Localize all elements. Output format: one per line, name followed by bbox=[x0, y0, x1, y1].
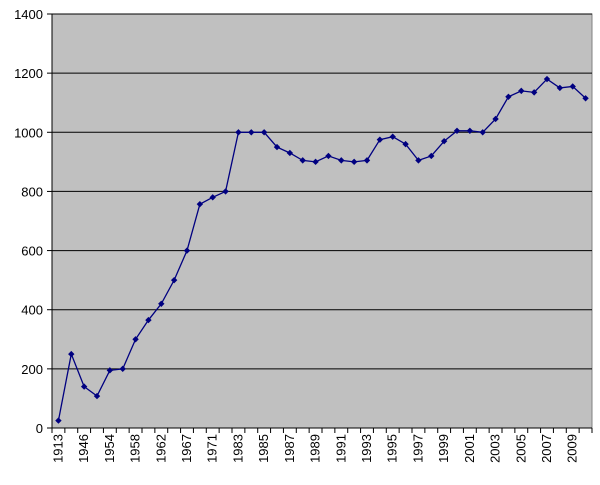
data-point bbox=[106, 367, 114, 374]
x-tick-label: 1967 bbox=[179, 434, 194, 463]
y-tick-label: 200 bbox=[21, 362, 43, 377]
data-point bbox=[196, 200, 204, 208]
data-point bbox=[55, 417, 62, 424]
x-tick-label: 2001 bbox=[462, 434, 477, 463]
x-tick-label: 1993 bbox=[359, 434, 374, 463]
series-group bbox=[55, 75, 589, 424]
data-point bbox=[80, 383, 88, 390]
x-tick-label: 1991 bbox=[333, 434, 348, 463]
data-point bbox=[453, 127, 461, 135]
data-point bbox=[505, 93, 512, 100]
x-tick-label: 1954 bbox=[102, 434, 117, 463]
data-point bbox=[145, 316, 152, 324]
data-point bbox=[376, 136, 384, 143]
x-tick-label: 1946 bbox=[76, 434, 91, 463]
x-tick-label: 2003 bbox=[488, 434, 503, 463]
data-point bbox=[402, 140, 409, 148]
y-tick-label: 0 bbox=[36, 421, 43, 436]
data-point bbox=[479, 129, 486, 136]
data-point bbox=[68, 350, 75, 358]
x-axis: 1913 1946 1954 1958 1962 1967 1971 1983 1985 1987… bbox=[50, 427, 593, 463]
data-point bbox=[158, 300, 165, 307]
data-point bbox=[299, 157, 306, 164]
data-point bbox=[273, 143, 281, 151]
y-tick-label: 600 bbox=[21, 244, 43, 259]
data-point bbox=[415, 157, 422, 164]
gridlines bbox=[52, 13, 592, 370]
data-point bbox=[325, 152, 332, 160]
data-point bbox=[389, 133, 396, 140]
data-point bbox=[543, 75, 551, 83]
y-axis: 0 200 400 600 800 1000 1200 1400 bbox=[14, 7, 53, 436]
data-point bbox=[209, 194, 216, 201]
data-point bbox=[93, 392, 101, 400]
data-point bbox=[556, 84, 564, 92]
x-tick-label: 2009 bbox=[565, 434, 580, 463]
x-tick-label: 2005 bbox=[513, 434, 528, 463]
data-point bbox=[530, 89, 538, 96]
y-tick-label: 1400 bbox=[14, 7, 43, 22]
data-point bbox=[260, 129, 268, 136]
data-point bbox=[235, 129, 242, 136]
x-tick-label: 1962 bbox=[153, 434, 168, 463]
data-point bbox=[363, 157, 371, 164]
x-tick-label: 1958 bbox=[128, 434, 143, 463]
data-point bbox=[248, 129, 255, 136]
x-tick-label: 1989 bbox=[308, 434, 323, 463]
data-point bbox=[286, 149, 294, 157]
data-point bbox=[466, 127, 474, 135]
x-tick-label: 2007 bbox=[539, 434, 554, 463]
x-tick-label: 1985 bbox=[256, 434, 271, 463]
x-tick-label: 1999 bbox=[436, 434, 451, 463]
y-tick-label: 1200 bbox=[14, 66, 43, 81]
data-point bbox=[222, 188, 229, 195]
y-tick-label: 400 bbox=[21, 303, 43, 318]
data-point bbox=[312, 158, 319, 166]
plot-background bbox=[51, 13, 593, 429]
x-tick-label: 1995 bbox=[385, 434, 400, 463]
x-tick-label: 1987 bbox=[282, 434, 297, 463]
data-point bbox=[440, 137, 448, 145]
data-point bbox=[132, 336, 139, 343]
data-point bbox=[518, 87, 525, 95]
x-tick-label: 1983 bbox=[230, 434, 245, 463]
data-point bbox=[338, 157, 345, 164]
data-point bbox=[170, 276, 178, 284]
series-line bbox=[57, 78, 587, 421]
data-point bbox=[428, 152, 435, 160]
data-point bbox=[582, 95, 589, 102]
data-point bbox=[183, 247, 191, 254]
data-point bbox=[350, 158, 358, 166]
data-point bbox=[492, 115, 499, 123]
x-tick-label: 1971 bbox=[205, 434, 220, 463]
x-tick-label: 1913 bbox=[50, 434, 65, 463]
plot-area bbox=[51, 13, 593, 429]
data-point bbox=[119, 365, 126, 373]
x-tick-label: 1997 bbox=[410, 434, 425, 463]
y-tick-label: 1000 bbox=[14, 125, 43, 140]
y-tick-label: 800 bbox=[21, 184, 43, 199]
data-point bbox=[569, 83, 576, 90]
